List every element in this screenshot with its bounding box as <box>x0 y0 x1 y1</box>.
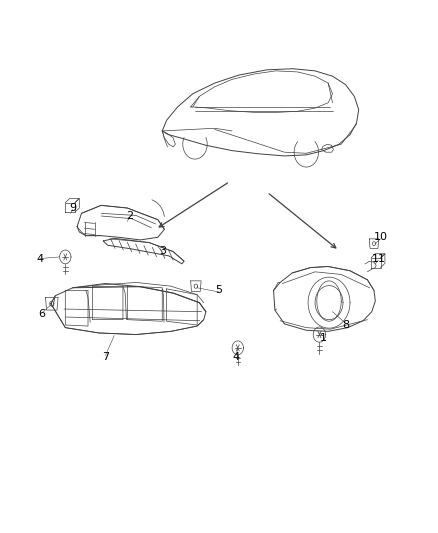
Text: 2: 2 <box>126 211 133 221</box>
Text: 5: 5 <box>215 286 223 295</box>
Text: 3: 3 <box>159 246 166 255</box>
Text: 9: 9 <box>69 203 76 213</box>
Text: 1: 1 <box>320 333 327 343</box>
Text: 6: 6 <box>39 309 46 319</box>
Text: 7: 7 <box>102 352 109 362</box>
Text: 4: 4 <box>233 352 240 362</box>
Text: 10: 10 <box>374 232 388 243</box>
Text: 4: 4 <box>36 254 43 263</box>
Text: 8: 8 <box>342 320 349 330</box>
Text: 11: 11 <box>371 254 385 263</box>
